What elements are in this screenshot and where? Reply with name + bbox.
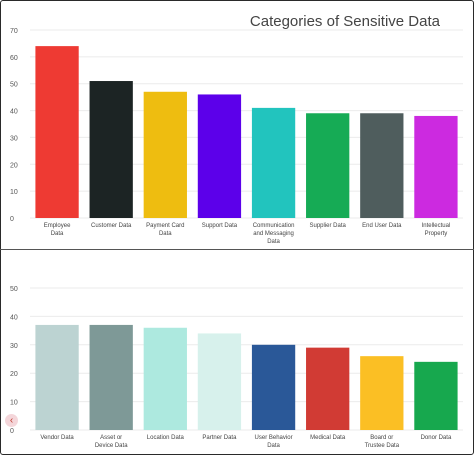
x-tick-label: Data: [51, 231, 64, 237]
x-tick-label: Device Data: [95, 443, 128, 449]
x-tick-label: Data: [159, 231, 172, 237]
x-tick-label: User Behavior: [255, 435, 293, 441]
bar[interactable]: [414, 361, 458, 430]
chevron-left-icon[interactable]: ‹: [5, 414, 18, 427]
bar[interactable]: [35, 324, 79, 430]
bar[interactable]: [35, 46, 79, 218]
y-tick-label: 60: [10, 55, 18, 62]
bar[interactable]: [251, 107, 296, 218]
bar[interactable]: [251, 344, 296, 430]
x-tick-label: Partner Data: [202, 435, 237, 441]
x-tick-label: End User Data: [362, 223, 402, 229]
x-tick-label: Supplier Data: [310, 223, 347, 229]
bar[interactable]: [143, 91, 187, 218]
chart-title: Categories of Sensitive Data: [249, 13, 440, 30]
x-tick-label: Communication: [253, 223, 295, 229]
y-tick-label: 30: [10, 343, 18, 350]
x-tick-label: Property: [425, 231, 448, 237]
y-tick-label: 40: [10, 109, 18, 116]
bar[interactable]: [306, 347, 350, 430]
y-tick-label: 40: [10, 314, 18, 321]
x-tick-label: Location Data: [147, 435, 185, 441]
x-tick-label: Data: [267, 239, 280, 245]
x-tick-label: Employee: [44, 223, 71, 229]
bar[interactable]: [306, 113, 350, 218]
x-tick-label: Payment Card: [146, 223, 184, 229]
bar[interactable]: [414, 115, 458, 218]
x-tick-label: and Messaging: [253, 231, 294, 237]
bar[interactable]: [360, 113, 404, 218]
y-tick-label: 30: [10, 135, 18, 142]
y-tick-label: 10: [10, 189, 18, 196]
x-tick-label: Trustee Data: [365, 443, 400, 449]
y-tick-label: 50: [10, 82, 18, 89]
x-tick-label: Vendor Data: [40, 435, 74, 441]
panel-divider: [0, 249, 474, 250]
bar[interactable]: [143, 327, 187, 430]
bar[interactable]: [197, 94, 242, 218]
y-tick-label: 0: [10, 216, 14, 223]
x-tick-label: Medical Data: [310, 435, 346, 441]
bar[interactable]: [197, 333, 242, 430]
bar[interactable]: [89, 324, 133, 430]
y-tick-label: 50: [10, 286, 18, 293]
y-tick-label: 20: [10, 371, 18, 378]
x-tick-label: Asset or: [100, 435, 122, 441]
bar[interactable]: [89, 81, 133, 219]
x-tick-label: Customer Data: [91, 223, 132, 229]
y-tick-label: 20: [10, 162, 18, 169]
x-tick-label: Intellectual: [422, 223, 451, 229]
y-tick-label: 10: [10, 400, 18, 407]
x-tick-label: Support Data: [202, 223, 238, 229]
y-tick-label: 70: [10, 28, 18, 35]
x-tick-label: Data: [267, 443, 280, 449]
bar[interactable]: [360, 356, 404, 430]
chart-top: 0 10 20 30 40 50 60 70 Employee Data Customer Data…: [10, 28, 463, 245]
x-tick-label: Board or: [370, 435, 393, 441]
x-tick-label: Donor Data: [421, 435, 452, 441]
y-tick-label: 0: [10, 428, 14, 435]
